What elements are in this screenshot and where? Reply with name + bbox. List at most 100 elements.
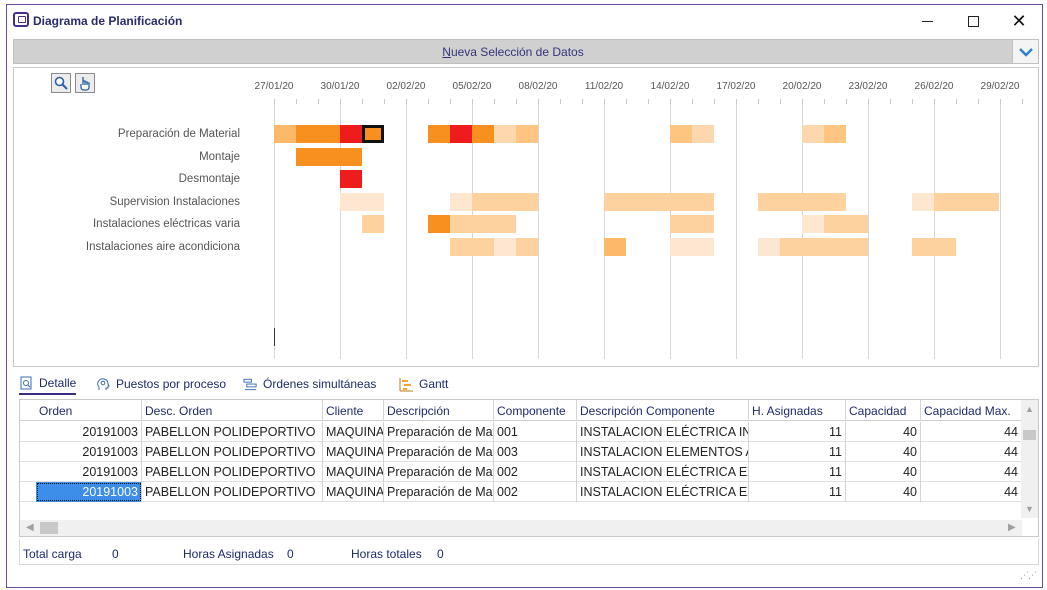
column-header[interactable]: H. Asignadas [749,400,846,421]
table-cell[interactable]: MAQUINAR [323,442,384,462]
gantt-bar[interactable] [934,192,999,211]
table-cell[interactable]: Preparación de Mat [384,442,494,462]
gantt-bar[interactable] [494,125,516,143]
gantt-bar[interactable] [428,125,450,143]
gantt-bar[interactable] [494,238,516,256]
table-cell[interactable]: PABELLON POLIDEPORTIVO [142,462,323,482]
gantt-bar[interactable] [450,125,472,143]
table-cell[interactable]: PABELLON POLIDEPORTIVO [142,482,323,502]
gantt-bar[interactable] [758,238,780,256]
column-header[interactable]: Orden [36,400,142,421]
gantt-bar[interactable] [692,125,714,143]
gantt-bar[interactable] [758,192,846,211]
gantt-bar[interactable] [340,125,362,143]
maximize-button[interactable] [950,5,996,37]
table-cell[interactable]: 11 [749,442,846,462]
table-cell[interactable]: 003 [494,442,577,462]
gantt-bar[interactable] [450,215,516,234]
zoom-button[interactable] [51,73,71,93]
column-header[interactable]: Desc. Orden [142,400,323,421]
table-cell[interactable]: INSTALACION ELÉCTRICA EXT [577,462,749,482]
gantt-bar[interactable] [604,238,626,256]
table-cell[interactable]: 11 [749,462,846,482]
gantt-bar[interactable] [670,215,714,234]
scroll-thumb[interactable] [40,522,58,534]
table-cell[interactable]: 40 [846,422,921,442]
gantt-bar[interactable] [516,125,538,143]
scroll-down-icon[interactable]: ▼ [1025,504,1034,514]
pan-button[interactable] [75,73,95,93]
table-cell[interactable]: INSTALACION ELEMENTOS AIR [577,442,749,462]
scroll-left-icon[interactable]: ◀ [26,522,34,533]
gantt-bar[interactable] [802,125,824,143]
gantt-bar[interactable] [296,125,340,143]
column-header[interactable]: Cliente [323,400,384,421]
gantt-bar-selected[interactable] [362,125,384,143]
close-button[interactable]: ✕ [996,5,1042,37]
column-header[interactable]: Descripción [384,400,494,421]
table-cell[interactable]: MAQUINAR [323,482,384,502]
vertical-scrollbar[interactable]: ▲ ▼ [1021,400,1038,518]
table-cell[interactable]: Preparación de Mat [384,482,494,502]
table-cell[interactable]: INSTALACION ELÉCTRICA INT [577,422,749,442]
table-cell[interactable]: 20191003 [36,462,142,482]
column-header[interactable]: Componente [494,400,577,421]
table-cell[interactable]: 002 [494,462,577,482]
table-cell[interactable]: 40 [846,442,921,462]
gantt-bar[interactable] [362,215,384,234]
expand-selection-button[interactable] [1012,40,1038,63]
horizontal-scrollbar[interactable]: ◀ ▶ [20,520,1022,536]
gantt-bar[interactable] [340,192,384,211]
gantt-bar[interactable] [912,192,934,211]
gantt-bar[interactable] [670,125,692,143]
gantt-bar[interactable] [274,125,296,143]
table-cell[interactable]: INSTALACION ELÉCTRICA EXT [577,482,749,502]
table-cell[interactable]: 20191003 [36,442,142,462]
gantt-bar[interactable] [824,125,846,143]
table-cell[interactable]: PABELLON POLIDEPORTIVO [142,442,323,462]
gantt-bar[interactable] [340,170,362,189]
table-cell[interactable]: 20191003 [36,422,142,442]
gantt-bar[interactable] [450,238,494,256]
data-selection-bar[interactable]: Nueva Selección de Datos [13,39,1039,64]
gantt-bar[interactable] [670,238,714,256]
gantt-bar[interactable] [296,147,362,166]
gantt-bar[interactable] [802,215,824,234]
tab-puestos-por-proceso[interactable]: Puestos por proceso [96,373,226,395]
table-cell[interactable]: MAQUINAR [323,422,384,442]
table-cell[interactable]: 11 [749,482,846,502]
column-header[interactable]: Capacidad [846,400,921,421]
table-cell[interactable]: 44 [921,422,1022,442]
table-cell[interactable]: Preparación de Mat [384,462,494,482]
table-cell[interactable]: MAQUINAR [323,462,384,482]
table-cell[interactable]: Preparación de Mat [384,422,494,442]
new-data-selection-link[interactable]: Nueva Selección de Datos [14,45,1012,59]
gantt-bar[interactable] [428,215,450,234]
resize-grip-icon[interactable]: ⋰⋰ [1020,570,1037,580]
table-cell[interactable]: 11 [749,422,846,442]
gantt-bar[interactable] [604,192,714,211]
minimize-button[interactable] [904,5,950,37]
tab-detalle[interactable]: Detalle [19,373,77,395]
table-cell[interactable]: 44 [921,442,1022,462]
gantt-bar[interactable] [516,238,538,256]
gantt-bar[interactable] [912,238,956,256]
column-header[interactable]: Descripción Componente [577,400,749,421]
scroll-right-icon[interactable]: ▶ [1008,522,1016,533]
tab-gantt[interactable]: Gantt [399,373,448,395]
table-cell[interactable]: 001 [494,422,577,442]
table-cell[interactable]: 40 [846,482,921,502]
gantt-bar[interactable] [472,192,538,211]
tab-ordenes-simultaneas[interactable]: Órdenes simultáneas [243,373,376,395]
gantt-bar[interactable] [824,215,868,234]
scroll-up-icon[interactable]: ▲ [1025,404,1034,414]
gantt-bar[interactable] [780,238,868,256]
gantt-bar[interactable] [472,125,494,143]
table-cell[interactable]: 44 [921,482,1022,502]
table-cell[interactable]: 002 [494,482,577,502]
table-cell[interactable]: 40 [846,462,921,482]
